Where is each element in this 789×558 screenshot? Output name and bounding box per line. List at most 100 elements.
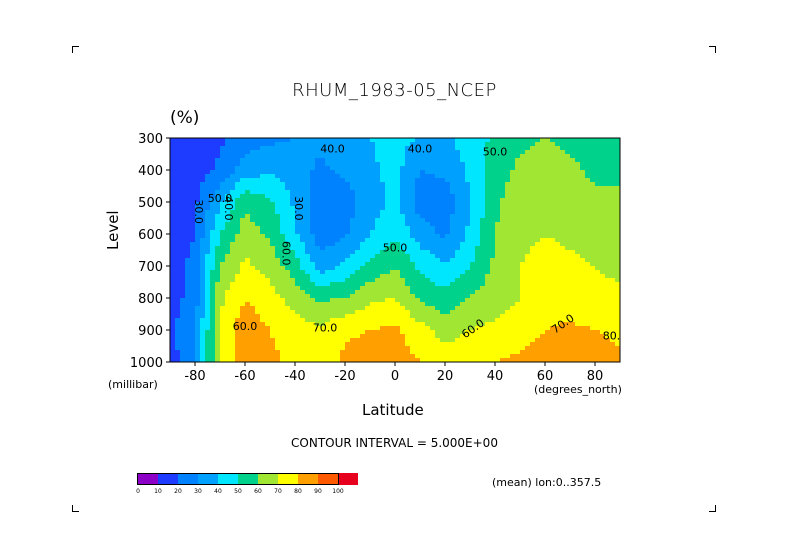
heat-cell bbox=[350, 162, 356, 167]
heat-cell bbox=[175, 166, 181, 171]
heat-cell bbox=[420, 230, 426, 235]
heat-cell bbox=[280, 166, 286, 171]
heat-cell bbox=[410, 266, 416, 271]
heat-cell bbox=[375, 170, 381, 175]
heat-cell bbox=[475, 186, 481, 191]
heat-cell bbox=[460, 334, 466, 339]
heat-cell bbox=[255, 150, 261, 155]
heat-cell bbox=[385, 306, 391, 311]
heat-cell bbox=[315, 278, 321, 283]
heat-cell bbox=[495, 226, 501, 231]
heat-cell bbox=[170, 202, 176, 207]
heat-cell bbox=[510, 190, 516, 195]
heat-cell bbox=[500, 150, 506, 155]
heat-cell bbox=[255, 206, 261, 211]
heat-cell bbox=[445, 290, 451, 295]
heat-cell bbox=[255, 314, 261, 319]
heat-cell bbox=[420, 354, 426, 359]
heat-cell bbox=[180, 170, 186, 175]
heat-cell bbox=[170, 282, 176, 287]
heat-cell bbox=[315, 250, 321, 255]
heat-cell bbox=[215, 142, 221, 147]
heat-cell bbox=[515, 234, 521, 239]
heat-cell bbox=[530, 246, 536, 251]
heat-cell bbox=[585, 354, 591, 359]
heat-cell bbox=[295, 226, 301, 231]
heat-cell bbox=[555, 318, 561, 323]
heat-cell bbox=[235, 302, 241, 307]
heat-cell bbox=[530, 306, 536, 311]
heat-cell bbox=[615, 258, 620, 263]
heat-cell bbox=[190, 154, 196, 159]
heat-cell bbox=[460, 150, 466, 155]
heat-cell bbox=[465, 218, 471, 223]
heat-cell bbox=[390, 266, 396, 271]
heat-cell bbox=[615, 214, 620, 219]
heat-cell bbox=[345, 278, 351, 283]
heat-cell bbox=[595, 218, 601, 223]
heat-cell bbox=[425, 230, 431, 235]
heat-cell bbox=[385, 190, 391, 195]
heat-cell bbox=[345, 246, 351, 251]
heat-cell bbox=[515, 154, 521, 159]
heat-cell bbox=[340, 290, 346, 295]
heat-cell bbox=[350, 342, 356, 347]
heat-cell bbox=[565, 310, 571, 315]
heat-cell bbox=[310, 298, 316, 303]
heat-cell bbox=[485, 342, 491, 347]
heat-cell bbox=[330, 254, 336, 259]
heat-cell bbox=[260, 198, 266, 203]
heat-cell bbox=[175, 162, 181, 167]
heat-cell bbox=[245, 206, 251, 211]
heat-cell bbox=[335, 218, 341, 223]
corner-mark-bottom-right bbox=[709, 505, 716, 512]
heat-cell bbox=[515, 314, 521, 319]
heat-cell bbox=[325, 202, 331, 207]
heat-cell bbox=[170, 346, 176, 351]
heat-cell bbox=[470, 238, 476, 243]
heat-cell bbox=[540, 302, 546, 307]
heat-cell bbox=[370, 202, 376, 207]
heat-cell bbox=[215, 210, 221, 215]
heat-cell bbox=[350, 238, 356, 243]
heat-cell bbox=[455, 154, 461, 159]
heat-cell bbox=[405, 286, 411, 291]
heat-cell bbox=[350, 358, 356, 362]
heat-cell bbox=[270, 190, 276, 195]
heat-cell bbox=[320, 266, 326, 271]
heat-cell bbox=[455, 142, 461, 147]
heat-cell bbox=[495, 142, 501, 147]
heat-cell bbox=[305, 326, 311, 331]
heat-cell bbox=[520, 138, 526, 143]
heat-cell bbox=[335, 142, 341, 147]
heat-cell bbox=[345, 174, 351, 179]
heat-cell bbox=[580, 294, 586, 299]
heat-cell bbox=[565, 150, 571, 155]
heat-cell bbox=[390, 354, 396, 359]
heat-cell bbox=[510, 178, 516, 183]
heat-cell bbox=[605, 210, 611, 215]
heat-cell bbox=[175, 210, 181, 215]
heat-cell bbox=[575, 290, 581, 295]
heat-cell bbox=[400, 210, 406, 215]
heat-cell bbox=[250, 350, 256, 355]
heat-cell bbox=[450, 330, 456, 335]
heat-cell bbox=[240, 290, 246, 295]
heat-cell bbox=[275, 178, 281, 183]
heat-cell bbox=[280, 186, 286, 191]
heat-cell bbox=[215, 306, 221, 311]
heat-cell bbox=[260, 286, 266, 291]
heat-cell bbox=[355, 278, 361, 283]
heat-cell bbox=[590, 138, 596, 143]
heat-cell bbox=[335, 210, 341, 215]
heat-cell bbox=[310, 258, 316, 263]
heat-cell bbox=[400, 246, 406, 251]
heat-cell bbox=[375, 190, 381, 195]
heat-cell bbox=[260, 170, 266, 175]
heat-cell bbox=[290, 194, 296, 199]
heat-cell bbox=[245, 154, 251, 159]
heat-cell bbox=[225, 274, 231, 279]
heat-cell bbox=[500, 218, 506, 223]
heat-cell bbox=[245, 262, 251, 267]
heat-cell bbox=[320, 286, 326, 291]
